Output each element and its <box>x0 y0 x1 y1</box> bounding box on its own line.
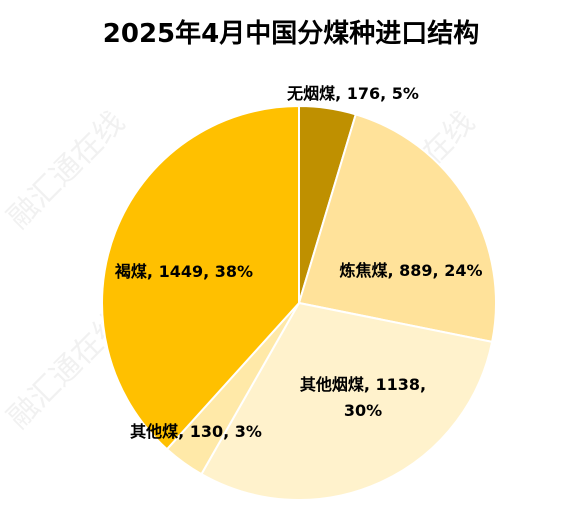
chart-title: 2025年4月中国分煤种进口结构 <box>103 18 479 49</box>
slice-label-3: 其他烟煤, 1138, 30% <box>300 375 426 420</box>
watermark-text: 融汇通在线 <box>1 105 132 236</box>
pie-slice-5 <box>101 104 300 451</box>
slice-label-4: 其他煤, 130, 3% <box>130 422 262 441</box>
slice-label-line: 其他烟煤, 1138, <box>300 375 426 394</box>
slice-label-line: 30% <box>344 401 382 420</box>
slice-label-2: 炼焦煤, 889, 24% <box>340 261 483 280</box>
slice-label-5: 褐煤, 1449, 38% <box>114 262 253 281</box>
pie-slices <box>101 104 497 501</box>
pie-slice-2 <box>297 113 497 344</box>
slice-labels: 无烟煤, 176, 5%炼焦煤, 889, 24%其他烟煤, 1138, 30%其… <box>114 84 483 441</box>
pie-slice-3 <box>200 301 494 501</box>
slice-label-1: 无烟煤, 176, 5% <box>286 84 419 103</box>
